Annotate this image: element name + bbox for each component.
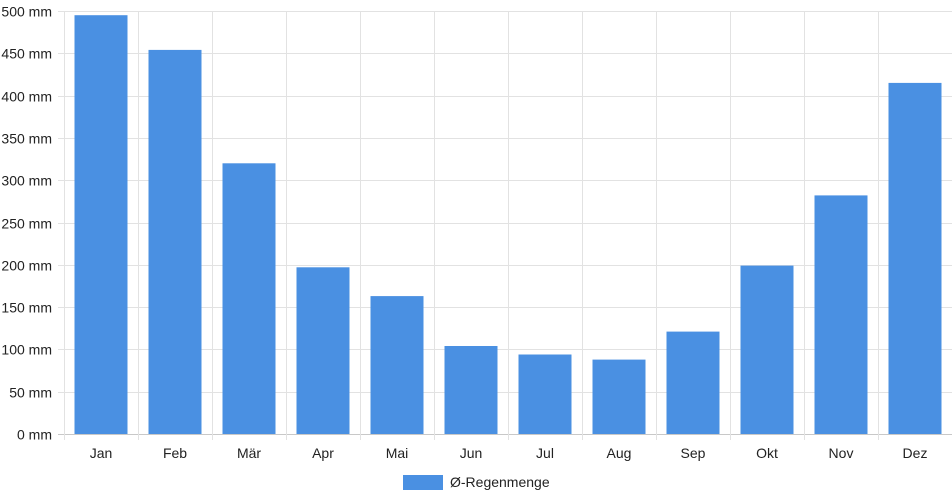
- x-tick-label: Nov: [829, 445, 854, 461]
- x-axis-ticks: Jan Feb Mär Apr Mai Jun Jul Aug Sep Okt Nov Dez: [90, 445, 928, 461]
- x-tick-label: Jun: [460, 445, 483, 461]
- x-tick-label: Apr: [312, 445, 334, 461]
- x-tick-label: Jan: [90, 445, 113, 461]
- bar[interactable]: [74, 15, 128, 434]
- y-axis-ticks: 0 mm 50 mm 100 mm 150 mm 200 mm 250 mm 300 mm 3…: [1, 4, 52, 443]
- y-tick-label: 500 mm: [1, 4, 52, 20]
- bar[interactable]: [370, 296, 424, 434]
- y-tick-label: 400 mm: [1, 89, 52, 105]
- x-tick-label: Okt: [756, 445, 778, 461]
- bar[interactable]: [296, 267, 350, 434]
- bar[interactable]: [666, 331, 720, 434]
- y-tick-label: 450 mm: [1, 46, 52, 62]
- x-tick-label: Aug: [607, 445, 632, 461]
- y-tick-label: 300 mm: [1, 173, 52, 189]
- x-tick-label: Feb: [163, 445, 187, 461]
- bar[interactable]: [444, 346, 498, 434]
- legend[interactable]: Ø-Regenmenge: [403, 474, 550, 490]
- x-tick-label: Jul: [536, 445, 554, 461]
- bar[interactable]: [592, 359, 646, 434]
- bar[interactable]: [518, 354, 572, 435]
- y-tick-label: 100 mm: [1, 342, 52, 358]
- bars: [74, 15, 942, 435]
- y-tick-label: 50 mm: [9, 385, 52, 401]
- legend-swatch[interactable]: [403, 475, 443, 490]
- x-tick-label: Dez: [903, 445, 928, 461]
- y-tick-label: 200 mm: [1, 258, 52, 274]
- x-tick-label: Mär: [237, 445, 261, 461]
- grid-lines: [58, 11, 952, 440]
- bar[interactable]: [888, 82, 942, 435]
- legend-label[interactable]: Ø-Regenmenge: [450, 474, 550, 490]
- bar[interactable]: [814, 195, 868, 434]
- x-tick-label: Sep: [681, 445, 706, 461]
- x-tick-label: Mai: [386, 445, 409, 461]
- bar[interactable]: [148, 49, 202, 435]
- bar[interactable]: [222, 163, 276, 435]
- bar[interactable]: [740, 265, 794, 434]
- y-tick-label: 0 mm: [17, 427, 52, 443]
- y-tick-label: 250 mm: [1, 216, 52, 232]
- y-tick-label: 150 mm: [1, 300, 52, 316]
- y-tick-label: 350 mm: [1, 131, 52, 147]
